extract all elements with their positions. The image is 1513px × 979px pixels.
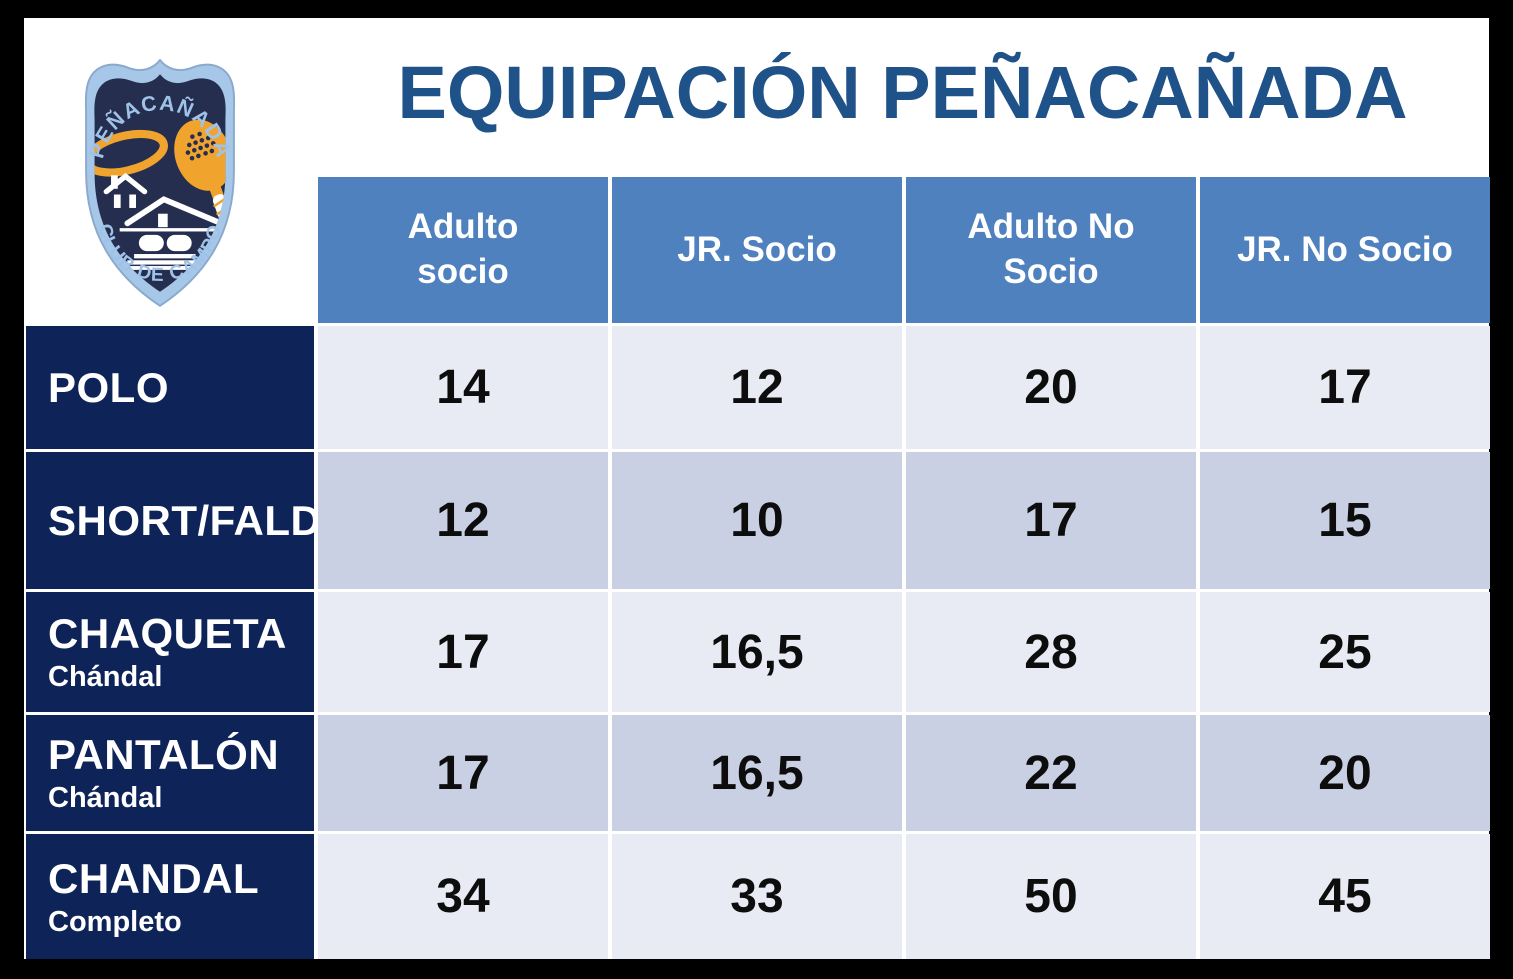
price-cell: 12 bbox=[318, 452, 608, 589]
price-cell: 12 bbox=[612, 326, 902, 449]
row-label-text: PANTALÓN bbox=[48, 731, 280, 778]
price-cell: 34 bbox=[318, 834, 608, 959]
price-cell: 20 bbox=[1200, 715, 1490, 831]
table-corner-spacer bbox=[26, 177, 314, 323]
row-sublabel-text: Completo bbox=[48, 905, 182, 938]
price-cell: 17 bbox=[318, 592, 608, 712]
row-label-short-falda: SHORT/FALDA bbox=[26, 452, 352, 589]
price-cell: 14 bbox=[318, 326, 608, 449]
row-sublabel-text: Chándal bbox=[48, 661, 163, 693]
row-label-chaqueta: CHAQUETA Chándal bbox=[26, 592, 314, 712]
column-header-jr-socio: JR. Socio bbox=[612, 177, 902, 323]
row-label-text: CHANDAL bbox=[48, 854, 260, 902]
slide-canvas: PEÑACAÑADA CLUB DE CAMPO EQUIPACIÓN PEÑA… bbox=[24, 18, 1490, 959]
racket-ring-icon bbox=[94, 129, 168, 177]
price-cell: 16,5 bbox=[612, 592, 902, 712]
column-header-adulto-no-socio: Adulto No Socio bbox=[906, 177, 1196, 323]
column-header-adulto-socio: Adulto socio bbox=[318, 177, 608, 323]
price-cell: 17 bbox=[1200, 326, 1490, 449]
row-label-pantalon: PANTALÓN Chándal bbox=[26, 715, 314, 831]
price-cell: 25 bbox=[1200, 592, 1490, 712]
clubhouse-icon bbox=[103, 172, 226, 270]
club-crest-logo: PEÑACAÑADA CLUB DE CAMPO bbox=[84, 58, 236, 308]
price-cell: 17 bbox=[906, 452, 1196, 589]
row-label-chandal: CHANDAL Completo bbox=[26, 834, 314, 959]
page-title: EQUIPACIÓN PEÑACAÑADA bbox=[397, 51, 1408, 134]
price-cell: 15 bbox=[1200, 452, 1490, 589]
price-cell: 22 bbox=[906, 715, 1196, 831]
price-cell: 28 bbox=[906, 592, 1196, 712]
price-cell: 16,5 bbox=[612, 715, 902, 831]
price-cell: 17 bbox=[318, 715, 608, 831]
row-label-text: CHAQUETA bbox=[48, 610, 287, 657]
price-cell: 50 bbox=[906, 834, 1196, 959]
row-label-text: POLO bbox=[48, 363, 170, 411]
row-label-polo: POLO bbox=[26, 326, 314, 449]
price-cell: 45 bbox=[1200, 834, 1490, 959]
price-cell: 20 bbox=[906, 326, 1196, 449]
row-label-text: SHORT/FALDA bbox=[48, 496, 353, 544]
price-cell: 10 bbox=[612, 452, 902, 589]
column-header-jr-no-socio: JR. No Socio bbox=[1200, 177, 1490, 323]
price-cell: 33 bbox=[612, 834, 902, 959]
padel-racket-icon bbox=[174, 119, 226, 243]
row-sublabel-text: Chándal bbox=[48, 782, 163, 814]
price-table: Adulto socio JR. Socio Adulto No Socio J… bbox=[26, 177, 1490, 959]
